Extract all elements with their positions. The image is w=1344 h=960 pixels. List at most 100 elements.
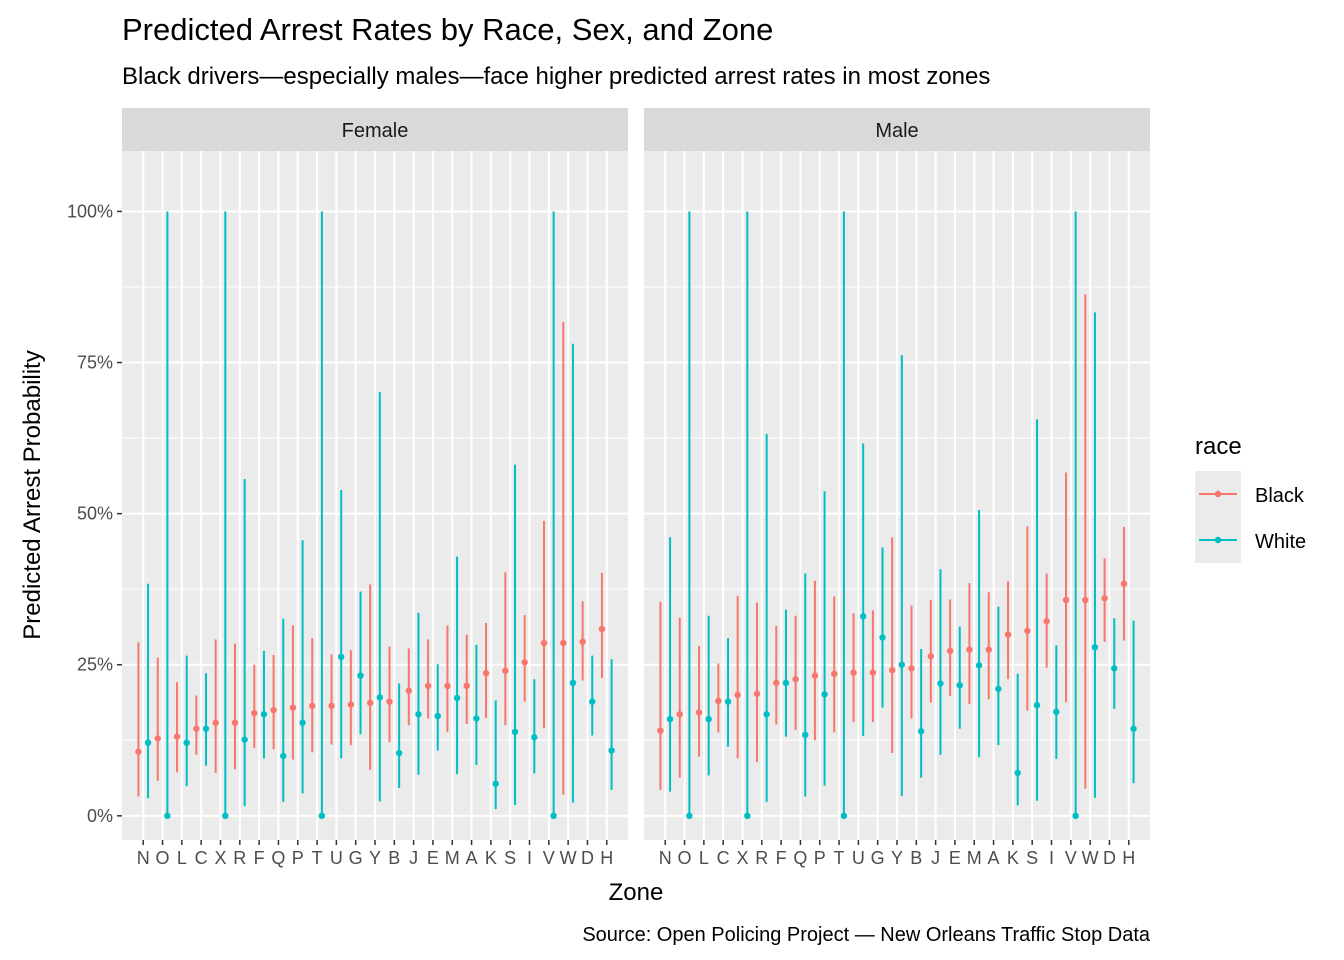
point-white <box>434 712 441 720</box>
point-white <box>202 725 210 732</box>
x-tick-label: Q <box>793 848 807 868</box>
x-axis-title: Zone <box>609 879 664 906</box>
facet-strip-label: Female <box>342 120 409 142</box>
point-black <box>811 672 819 679</box>
point-white <box>686 812 693 820</box>
point-white <box>144 739 152 746</box>
point-white <box>860 613 867 620</box>
point-black <box>1120 580 1128 587</box>
point-white <box>1130 725 1137 732</box>
x-tick-label: P <box>814 848 826 868</box>
x-tick-label: U <box>852 848 865 868</box>
point-black <box>1043 618 1050 625</box>
point-white <box>1111 665 1118 672</box>
point-black <box>888 666 896 674</box>
point-white <box>666 715 674 723</box>
point-black <box>193 725 200 732</box>
point-black <box>463 682 470 690</box>
y-tick-label: 25% <box>77 655 113 675</box>
point-white <box>415 711 422 718</box>
point-white <box>241 736 248 743</box>
point-white <box>453 694 461 702</box>
point-black <box>347 701 355 708</box>
chart-subtitle: Black drivers—especially males—face high… <box>122 63 990 90</box>
x-tick-label: F <box>254 848 265 868</box>
point-white <box>531 734 538 741</box>
point-black <box>135 748 142 755</box>
x-tick-label: S <box>504 848 516 868</box>
point-black <box>424 682 432 690</box>
x-tick-label: P <box>292 848 304 868</box>
point-black <box>1062 596 1070 604</box>
x-tick-label: R <box>755 848 768 868</box>
point-white <box>376 694 384 701</box>
point-white <box>917 728 925 735</box>
point-black <box>309 702 316 710</box>
x-tick-label: J <box>409 848 418 868</box>
x-tick-label: A <box>466 848 478 868</box>
point-black <box>1101 595 1108 602</box>
point-black <box>366 699 374 707</box>
x-tick-label: R <box>233 848 246 868</box>
legend-key-background <box>1195 471 1241 563</box>
point-white <box>280 752 287 760</box>
x-tick-label: Q <box>271 848 285 868</box>
point-white <box>705 715 712 723</box>
point-white <box>589 698 596 705</box>
point-black <box>328 702 335 710</box>
point-white <box>1091 644 1099 651</box>
legend-key-point <box>1214 536 1222 544</box>
x-tick-label: K <box>485 848 497 868</box>
point-black <box>579 638 586 645</box>
point-black <box>1024 627 1031 635</box>
point-white <box>1033 702 1041 709</box>
y-tick-label: 0% <box>87 806 113 826</box>
point-black <box>154 735 161 742</box>
point-white <box>492 780 499 787</box>
x-tick-label: H <box>600 848 613 868</box>
x-tick-label: I <box>527 848 532 868</box>
x-tick-label: G <box>349 848 363 868</box>
point-black <box>482 669 490 677</box>
point-black <box>695 709 703 716</box>
x-tick-label: D <box>581 848 594 868</box>
point-white <box>744 812 751 820</box>
x-tick-label: Y <box>891 848 903 868</box>
x-tick-label: L <box>177 848 187 868</box>
facet-strip-label: Male <box>875 120 918 142</box>
x-tick-label: B <box>910 848 922 868</box>
point-black <box>521 659 528 666</box>
point-black <box>792 676 799 683</box>
point-white <box>995 685 1002 693</box>
x-tick-label: E <box>427 848 439 868</box>
point-white <box>164 812 171 820</box>
x-tick-label: X <box>214 848 226 868</box>
point-black <box>1082 596 1089 604</box>
chart-title: Predicted Arrest Rates by Race, Sex, and… <box>122 12 773 47</box>
x-tick-label: K <box>1007 848 1019 868</box>
point-white <box>821 691 828 698</box>
point-white <box>183 739 190 746</box>
point-black <box>927 653 934 660</box>
point-white <box>357 672 364 679</box>
point-white <box>782 679 790 687</box>
point-white <box>1014 769 1021 777</box>
x-tick-label: N <box>659 848 672 868</box>
y-tick-label: 50% <box>77 504 113 524</box>
x-tick-label: W <box>560 848 577 868</box>
point-white <box>1072 812 1079 820</box>
point-black <box>831 670 838 677</box>
point-white <box>569 679 577 687</box>
point-black <box>869 669 877 676</box>
point-white <box>763 711 770 718</box>
x-tick-label: M <box>445 848 460 868</box>
x-tick-label: D <box>1103 848 1116 868</box>
x-tick-label: J <box>931 848 940 868</box>
x-tick-label: W <box>1082 848 1099 868</box>
x-tick-label: C <box>195 848 208 868</box>
facet-panel-female: Female N O L C X R F Q P T U G Y B J E M A K S I V W D H 0% 25% 50% 7… <box>67 108 628 868</box>
point-black <box>251 709 258 717</box>
point-black <box>985 646 992 653</box>
x-tick-label: A <box>988 848 1000 868</box>
point-white <box>1053 708 1060 716</box>
